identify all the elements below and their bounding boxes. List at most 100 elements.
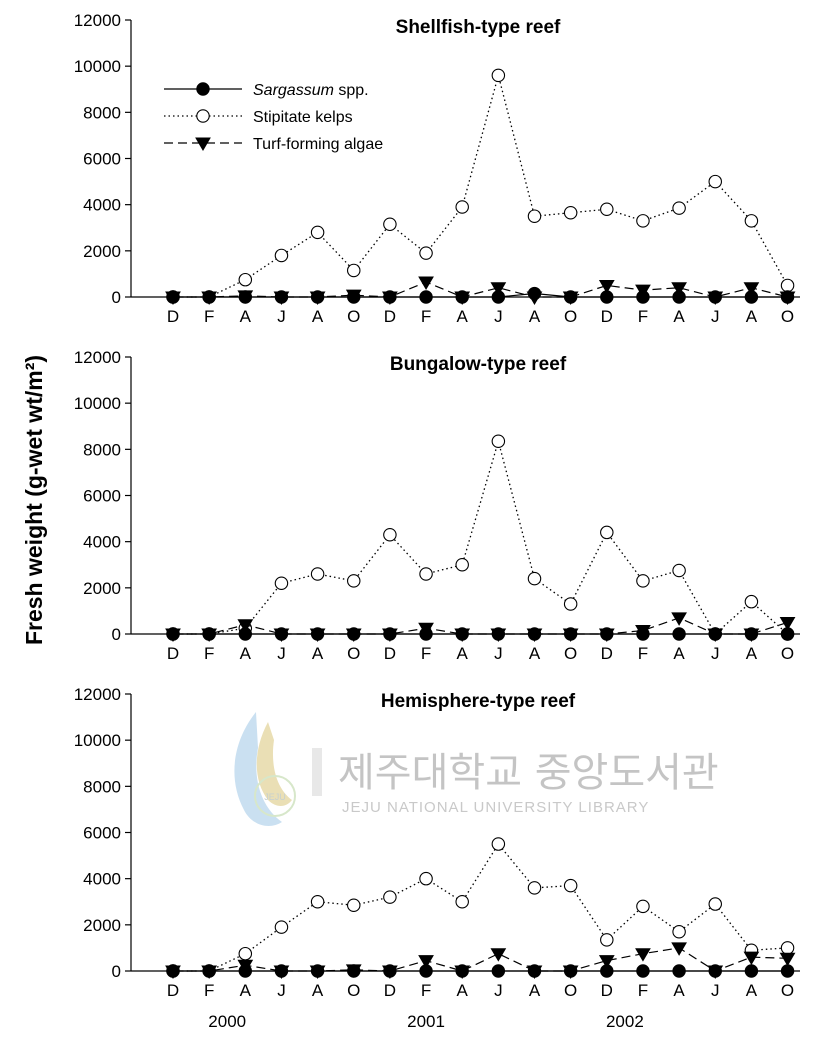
data-point [708,290,722,304]
data-point [600,933,614,947]
data-point [636,899,650,914]
series-line [173,842,788,972]
legend-label-italic: Sargassum [253,82,334,99]
x-tick-label: A [746,981,758,1000]
x-tick-label: D [601,307,613,326]
legend-entry: Stipitate kelps [164,109,353,126]
data-point [600,525,614,540]
x-tick-label: J [494,981,503,1000]
x-tick-label: F [204,644,214,663]
data-point [672,290,686,304]
data-point [780,278,795,293]
year-label: 2001 [407,1012,445,1031]
data-point [491,964,506,978]
panel-title: Shellfish-type reef [396,17,561,38]
y-tick-label: 6000 [83,150,121,169]
data-point [238,272,253,287]
chart-panels: 0 2000 4000 6000 8000 10000 12000 D F A J A O D F A J A O D… [74,11,800,1000]
data-point [491,434,506,449]
data-point [527,571,542,586]
data-point [274,248,289,263]
year-label: 2002 [606,1012,644,1031]
data-point [238,290,253,304]
data-point [310,290,325,304]
data-point [419,627,433,641]
data-point [383,627,397,641]
data-point [708,627,722,641]
data-point [527,209,542,223]
data-point [780,964,795,978]
series-sargassum-spp- [166,627,795,641]
year-labels: 2000 2001 2002 [208,1012,643,1031]
legend-marker [195,137,211,151]
panel-3: 0 2000 4000 6000 8000 10000 12000 D F A J A O D F A J A O D… [74,685,800,1000]
x-tick-label: A [529,981,541,1000]
legend-label: Stipitate kelps [253,109,353,126]
data-point [563,964,578,978]
data-point [274,627,289,641]
watermark-bar [312,748,322,796]
data-point [490,948,507,962]
data-point [455,557,469,572]
data-point [527,964,542,978]
series-stipitate-kelps [166,68,795,304]
x-tick-label: F [204,981,214,1000]
data-point [636,214,650,228]
x-tick-label: F [421,644,431,663]
data-point [744,594,759,609]
y-tick-label: 0 [112,288,121,307]
data-point [274,576,289,590]
series-turf-forming-algae [165,276,796,305]
data-point [780,290,795,304]
data-point [491,68,506,83]
x-tick-label: A [240,307,252,326]
y-tick-label: 10000 [74,394,121,413]
y-tick-label: 8000 [83,440,121,459]
x-tick-label: O [781,307,794,326]
data-point [455,200,469,214]
data-point [310,567,325,581]
x-tick-label: A [673,644,685,663]
y-tick-label: 2000 [83,242,121,261]
data-point [346,898,361,912]
x-tick-label: A [673,307,685,326]
data-point [563,290,578,304]
x-tick-label: A [312,644,324,663]
series-turf-forming-algae [165,942,796,979]
series-line [173,292,788,298]
x-tick-label: O [347,644,360,663]
logo-ring [254,775,296,817]
x-tick-label: A [240,981,252,1000]
data-point [455,964,469,978]
data-point [419,964,433,978]
y-tick-label: 2000 [83,579,121,598]
x-tick-label: D [601,981,613,1000]
data-point [744,964,759,978]
data-point [202,964,216,978]
x-tick-label: F [638,644,648,663]
data-point [419,871,433,886]
data-point [563,205,578,220]
x-tick-label: O [347,307,360,326]
logo-swoosh [234,712,282,826]
data-point [598,955,615,969]
data-point [598,279,615,294]
data-point [383,964,397,978]
panel-2: 0 2000 4000 6000 8000 10000 12000 D F A J A O D F A J A O D… [74,348,800,663]
y-tick-label: 10000 [74,57,121,76]
y-tick-label: 12000 [74,11,121,30]
data-point [346,574,361,588]
data-point [202,290,216,304]
data-point [238,627,253,641]
legend-entry: Turf-forming algae [164,136,383,153]
data-point [708,897,722,911]
data-point [563,627,578,641]
data-point [600,964,614,978]
data-point [418,276,434,290]
data-point [310,894,325,909]
data-point [383,290,397,304]
x-tick-label: O [347,981,360,1000]
data-point [238,964,253,978]
data-point [383,217,397,232]
